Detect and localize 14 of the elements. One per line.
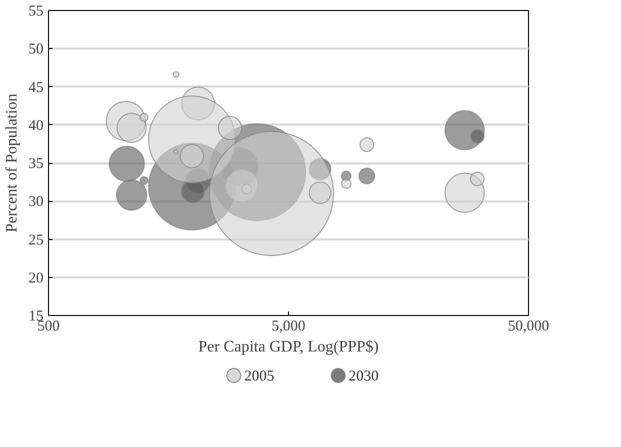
y-tick-label: 35 [28,156,44,172]
x-axis-title: Per Capita GDP, Log(PPP$) [198,338,379,356]
y-tick-label: 50 [28,42,44,58]
y-tick-label: 20 [28,270,44,286]
y-tick-label: 55 [28,4,44,20]
y-tick-label: 25 [28,232,44,248]
y-tick-label: 40 [28,118,44,134]
y-tick-label: 30 [28,194,44,210]
x-tick-label: 50,000 [508,318,550,334]
y-axis-title: Percent of Population [4,94,20,232]
legend-label: 2030 [348,368,379,384]
legend-label: 2005 [244,368,274,384]
y-tick-label: 45 [28,80,44,96]
x-tick-label: 5,000 [272,318,306,334]
